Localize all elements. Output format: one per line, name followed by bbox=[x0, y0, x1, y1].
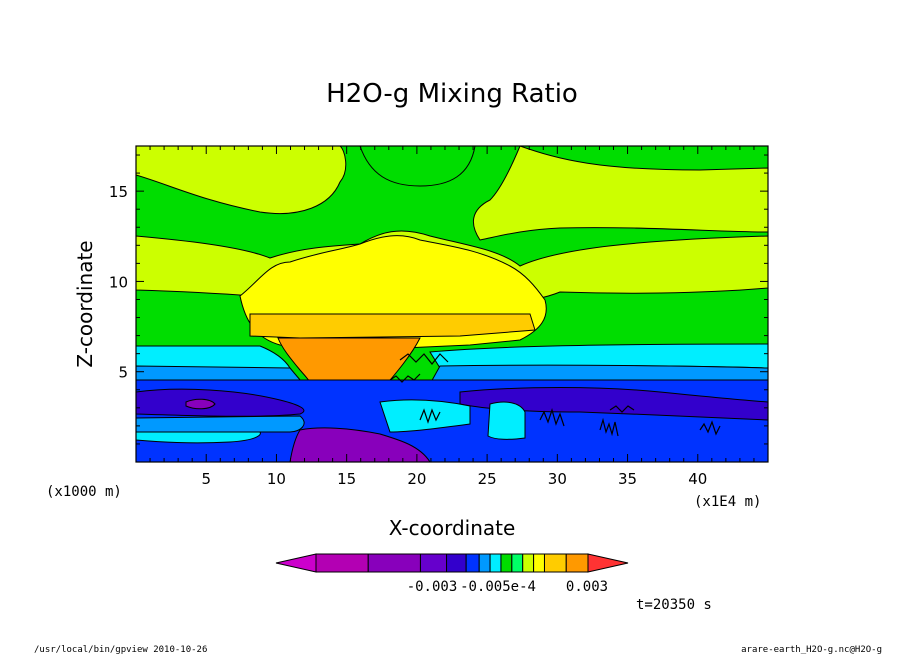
contour-fill-light-orange bbox=[249, 313, 536, 339]
x-tick-label: 10 bbox=[267, 470, 286, 488]
x-tick-label: 5 bbox=[201, 470, 211, 488]
contour-fill-purple-spot bbox=[185, 398, 216, 410]
colorbar-swatch bbox=[367, 553, 421, 573]
colorbar-label-1: -0.003 bbox=[407, 579, 458, 595]
colorbar-label-3: 0.003 bbox=[566, 579, 608, 595]
contour-fill-yellow-green-upper-right bbox=[472, 146, 768, 241]
colorbar-swatch bbox=[533, 553, 545, 573]
colorbar-swatch bbox=[489, 553, 502, 573]
contour-fill-green-blob-top bbox=[359, 146, 476, 187]
footer-right: arare-earth_H2O-g.nc@H2O-g bbox=[741, 645, 882, 654]
colorbar-swatch bbox=[543, 553, 567, 573]
x-tick-label: 40 bbox=[688, 470, 707, 488]
colorbar-swatch bbox=[500, 553, 513, 573]
axis-ticks: 5 10 15 20 25 30 35 40 5 10 15 bbox=[109, 146, 768, 488]
x-tick-label: 35 bbox=[618, 470, 637, 488]
footer-left: /usr/local/bin/gpview 2010-10-26 bbox=[34, 645, 207, 654]
x-tick-label: 30 bbox=[548, 470, 567, 488]
colorbar-label-2: -0.005e-4 bbox=[460, 579, 536, 595]
x-tick-label: 15 bbox=[337, 470, 356, 488]
y-tick-label: 10 bbox=[109, 273, 128, 291]
x-unit-right-label: (x1E4 m) bbox=[694, 494, 761, 510]
colorbar-swatch bbox=[315, 553, 369, 573]
contour-fill-light-blue-low bbox=[136, 415, 305, 433]
contour-scribble-cone-right bbox=[389, 353, 449, 424]
contour-fill-cyan-cone-right bbox=[379, 399, 471, 433]
colorbar-arrow-right bbox=[587, 553, 629, 573]
y-axis-label: Z-coordinate bbox=[73, 240, 97, 367]
contour-fill-dark-blue-right bbox=[459, 387, 768, 421]
contour-fill-yellow-green-upper-left bbox=[136, 146, 347, 214]
x-tick-label: 25 bbox=[478, 470, 497, 488]
contour-fill-purple-base bbox=[289, 427, 431, 462]
plot-frame bbox=[135, 145, 769, 463]
colorbar-arrow-left bbox=[275, 553, 317, 573]
y-tick-label: 5 bbox=[118, 364, 128, 382]
x-tick-label: 20 bbox=[407, 470, 426, 488]
contour-fill-cyan-mid-patch bbox=[487, 401, 526, 440]
colorbar-swatch bbox=[478, 553, 491, 573]
colorbar-swatch bbox=[511, 553, 524, 573]
y-tick-label: 15 bbox=[109, 183, 128, 201]
x-unit-left-label: (x1000 m) bbox=[46, 484, 122, 500]
x-axis-label: X-coordinate bbox=[389, 516, 516, 540]
colorbar-swatch bbox=[419, 553, 448, 573]
colorbar-swatch bbox=[465, 553, 480, 573]
contour-scribble-right bbox=[539, 405, 721, 437]
chart-title: H2O-g Mixing Ratio bbox=[326, 79, 578, 109]
contour-fill-dark-blue-left bbox=[136, 388, 305, 417]
colorbar-swatch bbox=[522, 553, 535, 573]
time-label: t=20350 s bbox=[636, 597, 712, 613]
contour-fill-cyan bbox=[136, 345, 291, 369]
colorbar-swatch bbox=[446, 553, 467, 573]
colorbar-swatch bbox=[565, 553, 589, 573]
plot-area: 5 10 15 20 25 30 35 40 5 10 15 bbox=[109, 145, 769, 488]
colorbar bbox=[275, 553, 629, 573]
